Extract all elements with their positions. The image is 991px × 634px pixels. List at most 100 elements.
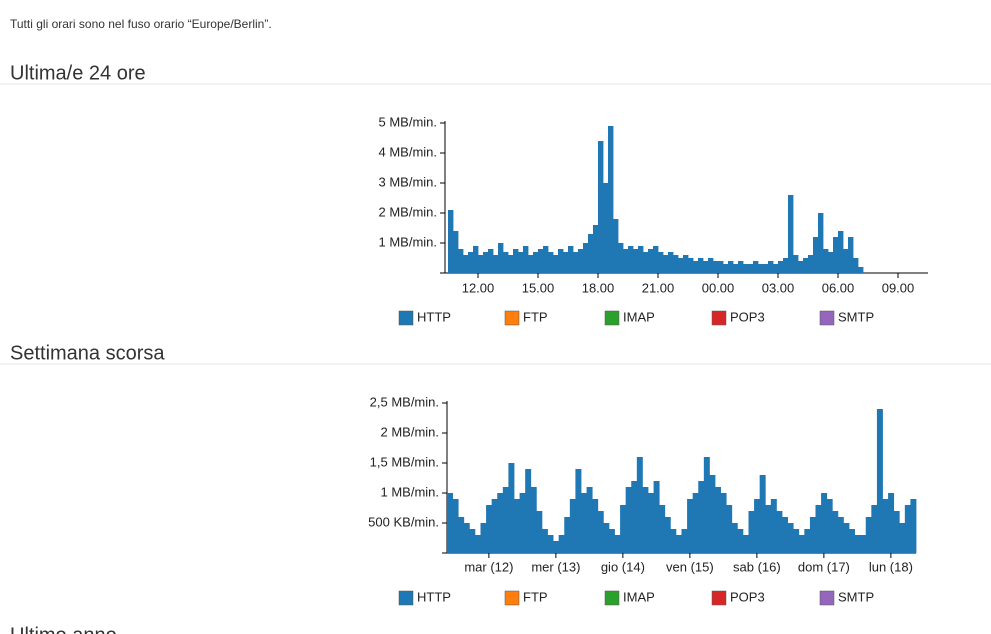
- bar: [765, 505, 772, 553]
- bar: [508, 255, 514, 273]
- bar: [592, 499, 599, 553]
- bar: [659, 505, 666, 553]
- y-tick-label: 4 MB/min.: [378, 144, 437, 159]
- bar: [568, 246, 574, 273]
- bar: [768, 261, 774, 273]
- bar: [603, 183, 609, 273]
- bar: [548, 252, 554, 273]
- bar: [528, 255, 534, 273]
- bar: [871, 505, 878, 553]
- bar: [828, 252, 834, 273]
- bar: [818, 213, 824, 273]
- bar: [573, 252, 579, 273]
- bar: [723, 264, 729, 273]
- y-tick-label: 1,5 MB/min.: [370, 454, 439, 469]
- bar: [653, 481, 660, 553]
- bar: [633, 249, 639, 273]
- legend-label: SMTP: [838, 589, 874, 604]
- y-tick-label: 1 MB/min.: [378, 234, 437, 249]
- legend-swatch: [711, 590, 727, 606]
- bar: [486, 505, 493, 553]
- legend-swatch: [604, 590, 620, 606]
- bar: [804, 529, 811, 553]
- bar: [698, 481, 705, 553]
- x-tick-label: sab (16): [733, 559, 781, 574]
- bar: [575, 469, 582, 553]
- bar: [473, 246, 479, 273]
- bar: [614, 535, 621, 553]
- bar: [754, 499, 761, 553]
- bar: [698, 258, 704, 273]
- bar: [770, 499, 777, 553]
- x-tick-label: 15.00: [522, 280, 555, 295]
- bar: [798, 261, 804, 273]
- bar: [837, 517, 844, 553]
- bar: [693, 261, 699, 273]
- bar: [823, 249, 829, 273]
- bar: [773, 264, 779, 273]
- y-tick-label: 3 MB/min.: [378, 174, 437, 189]
- bar: [748, 264, 754, 273]
- bar: [708, 258, 714, 273]
- bar: [653, 246, 659, 273]
- bar: [593, 225, 599, 273]
- bar: [480, 523, 487, 553]
- legend-swatch: [711, 310, 727, 326]
- bar: [598, 141, 604, 273]
- legend-label: IMAP: [623, 589, 655, 604]
- bar: [728, 261, 734, 273]
- bar: [563, 252, 569, 273]
- bar: [798, 535, 805, 553]
- bar: [743, 264, 749, 273]
- bar: [613, 219, 619, 273]
- bar: [688, 258, 694, 273]
- bar: [468, 252, 474, 273]
- bar: [583, 243, 589, 273]
- bar: [860, 535, 867, 553]
- bar: [502, 487, 509, 553]
- bar: [623, 249, 629, 273]
- bar: [538, 249, 544, 273]
- bar: [564, 517, 571, 553]
- bar: [668, 252, 674, 273]
- bar: [578, 249, 584, 273]
- bar: [474, 535, 481, 553]
- bar: [636, 457, 643, 553]
- bar: [588, 234, 594, 273]
- bar: [742, 535, 749, 553]
- bar: [681, 529, 688, 553]
- bar: [643, 252, 649, 273]
- x-tick-label: ven (15): [666, 559, 714, 574]
- legend-label: POP3: [730, 589, 765, 604]
- bar: [893, 511, 900, 553]
- bar: [808, 255, 814, 273]
- bar: [553, 255, 559, 273]
- bar: [726, 505, 733, 553]
- bar: [493, 255, 499, 273]
- legend-label: SMTP: [838, 309, 874, 324]
- bar: [530, 487, 537, 553]
- bar: [648, 493, 654, 553]
- bar: [628, 246, 634, 273]
- bar: [523, 246, 529, 273]
- bar: [569, 499, 576, 553]
- bar: [608, 529, 615, 553]
- bar: [838, 231, 844, 273]
- bar: [888, 493, 895, 553]
- bar: [658, 252, 664, 273]
- legend-swatch: [819, 590, 835, 606]
- legend-swatch: [504, 310, 520, 326]
- bar: [876, 409, 883, 553]
- bar: [642, 487, 649, 553]
- bar: [809, 517, 816, 553]
- section-heading: Ultima/e 24 ore: [10, 62, 146, 84]
- x-tick-label: lun (18): [869, 559, 913, 574]
- bar: [753, 261, 759, 273]
- bar: [692, 493, 699, 553]
- bar: [783, 258, 789, 273]
- bar: [683, 255, 689, 273]
- x-tick-label: gio (14): [601, 559, 645, 574]
- bar: [813, 237, 819, 273]
- y-tick-label: 2 MB/min.: [380, 424, 439, 439]
- bar: [620, 505, 627, 553]
